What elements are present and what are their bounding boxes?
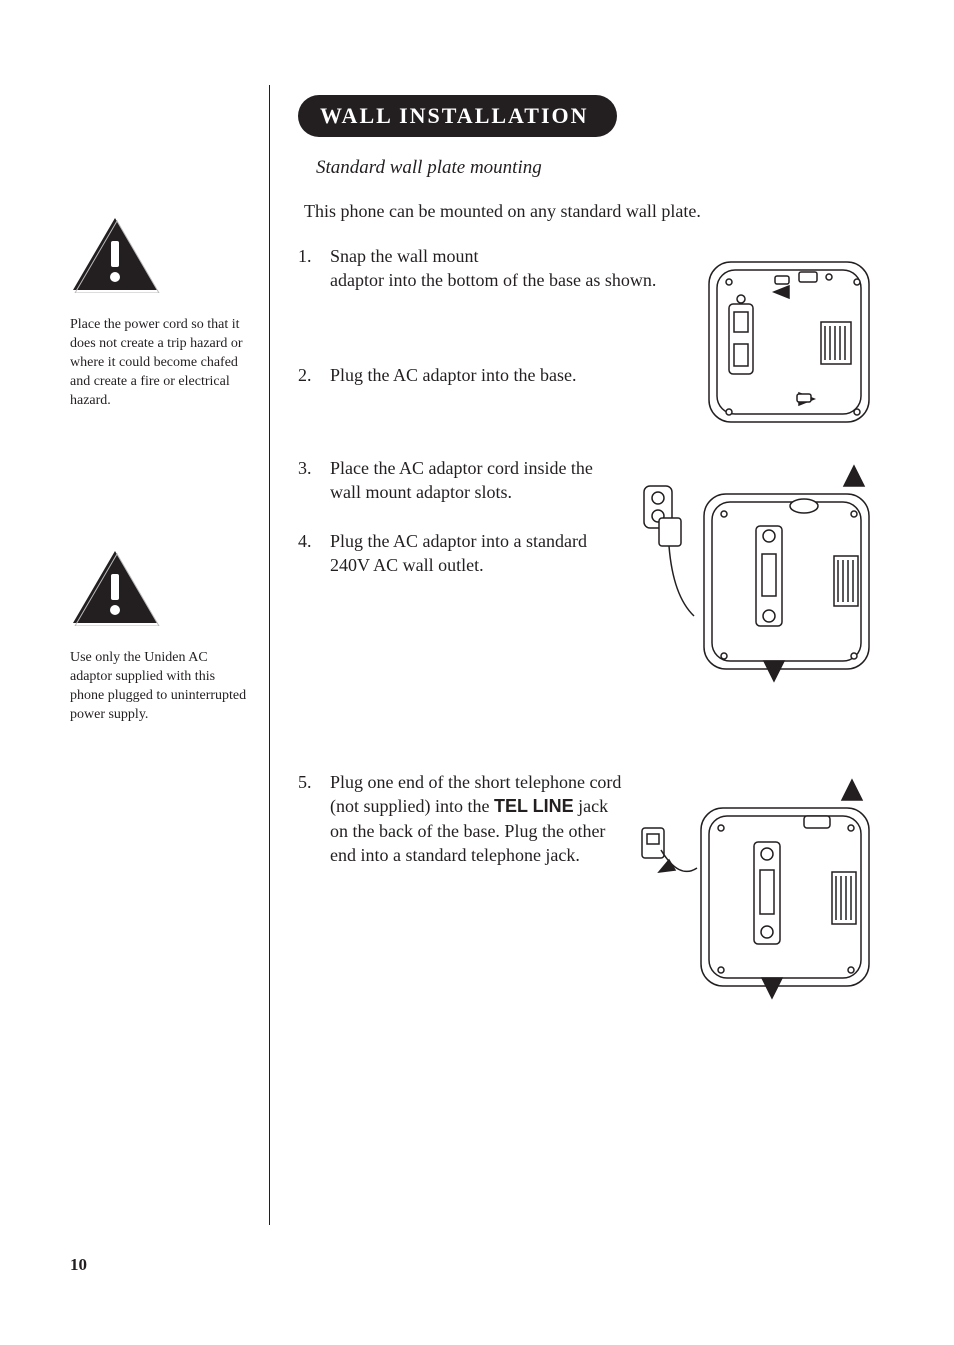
step-group-1: 1. Snap the wall mountadaptor into the b… <box>298 244 884 444</box>
step-4: 4. Plug the AC adaptor into a standard 2… <box>298 529 639 578</box>
warning-block-2: Use only the Uniden AC adaptor supplied … <box>70 548 247 725</box>
step-text: Plug the AC adaptor into a standard 240V… <box>330 529 639 578</box>
page-number: 10 <box>70 1255 87 1275</box>
tel-line-label: TEL LINE <box>494 796 574 816</box>
step-2: 2. Plug the AC adaptor into the base. <box>298 363 679 387</box>
warning-text-2: Use only the Uniden AC adaptor supplied … <box>70 649 247 725</box>
step-group-3: 5. Plug one end of the short telephone c… <box>298 770 884 1010</box>
step-number: 3. <box>298 456 330 505</box>
intro-text: This phone can be mounted on any standar… <box>304 201 884 222</box>
step-text: Plug the AC adaptor into the base. <box>330 363 679 387</box>
step-text: Plug one end of the short telephone cord… <box>330 770 639 867</box>
warning-icon <box>70 215 247 298</box>
warning-text-1: Place the power cord so that it does not… <box>70 316 247 410</box>
step-number: 1. <box>298 244 330 293</box>
base-with-phone-cord-diagram <box>639 770 884 1010</box>
base-with-power-diagram <box>639 456 884 696</box>
main-content: WALL INSTALLATION Standard wall plate mo… <box>270 85 884 1225</box>
step-5: 5. Plug one end of the short telephone c… <box>298 770 639 867</box>
warning-icon <box>70 548 247 631</box>
step-number: 4. <box>298 529 330 578</box>
step-text: Snap the wall mountadaptor into the bott… <box>330 244 679 293</box>
step-1: 1. Snap the wall mountadaptor into the b… <box>298 244 679 293</box>
step-group-2: 3. Place the AC adaptor cord inside the … <box>298 456 884 696</box>
base-back-diagram <box>679 244 884 444</box>
step-number: 2. <box>298 363 330 387</box>
section-subtitle: Standard wall plate mounting <box>316 157 884 179</box>
step-3: 3. Place the AC adaptor cord inside the … <box>298 456 639 505</box>
warning-block-1: Place the power cord so that it does not… <box>70 215 247 410</box>
step-number: 5. <box>298 770 330 867</box>
section-header: WALL INSTALLATION <box>298 95 617 137</box>
sidebar: Place the power cord so that it does not… <box>70 85 270 1225</box>
step-text: Place the AC adaptor cord inside the wal… <box>330 456 639 505</box>
